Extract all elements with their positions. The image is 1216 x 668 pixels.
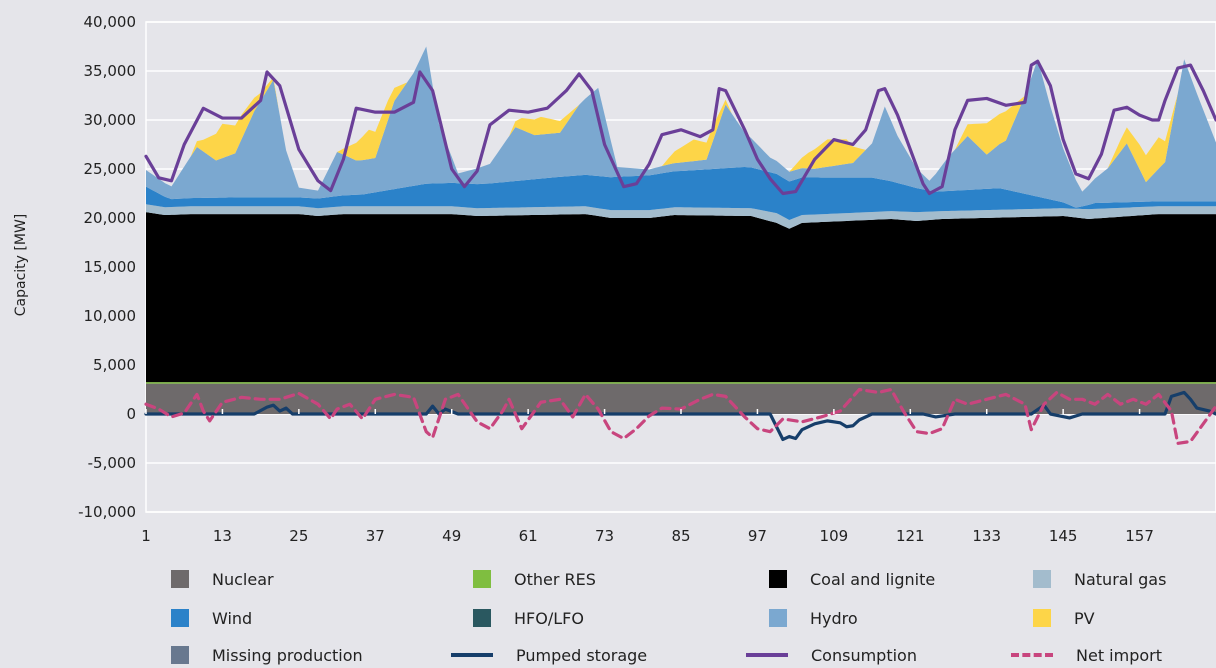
y-tick-label: 20,000 (84, 209, 137, 227)
legend-item-net-import: Net import (1011, 644, 1162, 666)
legend-item-coal-and-lignite: Coal and lignite (769, 568, 935, 590)
legend-label: HFO/LFO (514, 608, 584, 628)
x-tick-label: 61 (519, 527, 538, 545)
legend-label: Other RES (514, 569, 596, 589)
y-tick-label: 15,000 (84, 258, 137, 276)
legend-label: Wind (212, 608, 253, 628)
legend-line-consumption (746, 653, 788, 657)
legend-label: Hydro (810, 608, 858, 628)
y-tick-label: -5,000 (88, 454, 136, 472)
x-tick-label: 157 (1125, 527, 1154, 545)
area-other-res (146, 382, 1216, 384)
legend-swatch-coal-and-lignite (769, 570, 787, 588)
legend-label: Consumption (811, 645, 917, 665)
y-axis-label: Capacity [MW] (13, 214, 29, 316)
legend-item-consumption: Consumption (746, 644, 917, 666)
legend-swatch-nuclear (171, 570, 189, 588)
y-tick-label: 25,000 (84, 160, 137, 178)
legend-label: Natural gas (1074, 569, 1167, 589)
legend-item-hydro: Hydro (769, 607, 858, 629)
x-tick-label: 1 (141, 527, 151, 545)
y-tick-label: 0 (126, 405, 136, 423)
x-tick-label: 73 (595, 527, 614, 545)
legend-item-pumped-storage: Pumped storage (451, 644, 647, 666)
y-tick-label: 10,000 (84, 307, 137, 325)
x-tick-label: 145 (1049, 527, 1078, 545)
legend-swatch-other-res (473, 570, 491, 588)
area-nuclear (146, 383, 1216, 414)
axes: -10,000 -5,000 0 5,000 10,000 15,000 20,000 25,… (78, 13, 1154, 545)
legend-item-hfo-lfo: HFO/LFO (473, 607, 584, 629)
x-tick-label: 49 (442, 527, 461, 545)
area-natural-gas (146, 204, 1216, 229)
legend-item-pv: PV (1033, 607, 1095, 629)
legend-swatch-hfo-lfo (473, 609, 491, 627)
legend-swatch-hydro (769, 609, 787, 627)
legend-line-net-import (1011, 653, 1053, 657)
x-tick-label: 109 (820, 527, 849, 545)
legend-line-pumped-storage (451, 653, 493, 657)
legend-item-nuclear: Nuclear (171, 568, 274, 590)
legend-swatch-wind (171, 609, 189, 627)
y-tick-label: 35,000 (84, 62, 137, 80)
legend-swatch-pv (1033, 609, 1051, 627)
x-tick-label: 97 (748, 527, 767, 545)
legend-label: Missing production (212, 645, 363, 665)
area-wind (146, 166, 1216, 220)
legend-item-wind: Wind (171, 607, 252, 629)
x-tick-label: 133 (972, 527, 1001, 545)
legend-label: Nuclear (212, 569, 274, 589)
legend-item-other-res: Other RES (473, 568, 596, 590)
area-pv (146, 46, 1216, 192)
legend-item-natural-gas: Natural gas (1033, 568, 1166, 590)
legend-item-missing-production: Missing production (171, 644, 363, 666)
y-tick-label: 5,000 (93, 356, 136, 374)
area-hydro (146, 46, 1216, 208)
stacked-areas (146, 46, 1216, 414)
legend-swatch-missing-production (171, 646, 189, 664)
legend-label: PV (1074, 608, 1095, 628)
legend-label: Net import (1076, 645, 1162, 665)
legend-swatch-natural-gas (1033, 570, 1051, 588)
line-series (144, 59, 1216, 445)
y-tick-label: 40,000 (84, 13, 137, 31)
chart: -10,000 -5,000 0 5,000 10,000 15,000 20,000 25,… (13, 13, 1216, 545)
x-tick-label: 37 (366, 527, 385, 545)
line-net-import (144, 387, 1216, 445)
legend-label: Pumped storage (516, 645, 648, 665)
line-consumption (144, 59, 1216, 196)
line-pumped-storage (144, 390, 1216, 442)
legend-label: Coal and lignite (810, 569, 936, 589)
y-tick-label: -10,000 (78, 503, 136, 521)
x-tick-label: 25 (289, 527, 308, 545)
y-tick-label: 30,000 (84, 111, 137, 129)
x-tick-label: 121 (896, 527, 925, 545)
x-tick-label: 13 (213, 527, 232, 545)
area-coal-and-lignite (146, 212, 1216, 383)
x-tick-label: 85 (671, 527, 690, 545)
legend: Nuclear Other RES Coal and lignite Natur… (0, 565, 1216, 668)
